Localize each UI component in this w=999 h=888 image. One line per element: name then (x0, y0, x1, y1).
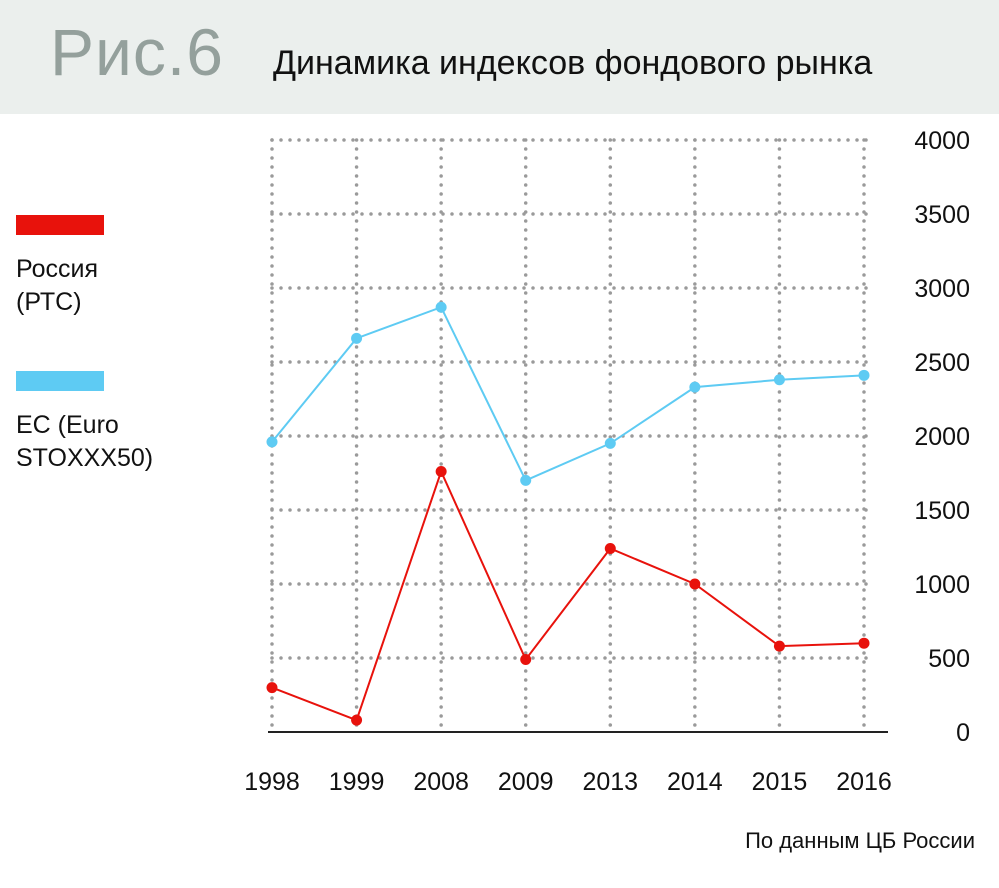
data-point (520, 653, 532, 665)
legend-label-russia: Россия (РТС) (16, 253, 153, 319)
y-tick-label: 1000 (914, 571, 970, 599)
x-tick-label: 2014 (667, 768, 723, 796)
y-tick-label: 3500 (914, 201, 970, 229)
data-point (351, 332, 363, 344)
legend-line: ЕС (Euro (16, 411, 119, 439)
y-tick-label: 1500 (914, 497, 970, 525)
y-tick-label: 2500 (914, 349, 970, 377)
y-tick-label: 0 (956, 719, 970, 747)
legend-line: (РТС) (16, 288, 82, 316)
x-tick-label: 1998 (244, 768, 300, 796)
y-tick-label: 500 (928, 645, 970, 673)
figure-label: Рис.6 (50, 15, 224, 89)
legend-swatch-eu (16, 371, 104, 391)
data-point (604, 542, 616, 554)
x-tick-label: 2015 (752, 768, 808, 796)
data-point (266, 436, 278, 448)
data-point (773, 374, 785, 386)
data-point (520, 474, 532, 486)
data-point (858, 369, 870, 381)
source-note: По данным ЦБ России (745, 828, 975, 853)
data-point (435, 466, 447, 478)
legend-line: STOXXX50) (16, 444, 154, 472)
data-point (858, 637, 870, 649)
legend-line: Россия (16, 255, 98, 283)
data-point (773, 640, 785, 652)
series-line-1 (271, 305, 865, 482)
data-point (435, 301, 447, 313)
data-point (689, 381, 701, 393)
data-point (689, 578, 701, 590)
data-point (351, 714, 363, 726)
legend-swatch-russia (16, 215, 104, 235)
x-tick-label: 2016 (836, 768, 892, 796)
x-tick-label: 2008 (413, 768, 469, 796)
x-tick-label: 2009 (498, 768, 554, 796)
data-point (266, 682, 278, 694)
series-line-0 (271, 468, 865, 722)
y-tick-label: 2000 (914, 423, 970, 451)
header-band: Рис.6 Динамика индексов фондового рынка (0, 0, 999, 114)
legend-label-eu: ЕС (Euro STOXXX50) (16, 409, 153, 475)
x-tick-label: 2013 (582, 768, 638, 796)
x-tick-label: 1999 (329, 768, 385, 796)
data-point (604, 437, 616, 449)
y-tick-label: 3000 (914, 275, 970, 303)
y-tick-label: 4000 (914, 127, 970, 155)
chart-title: Динамика индексов фондового рынка (273, 44, 873, 82)
legend: Россия (РТС) ЕС (Euro STOXXX50) (16, 215, 153, 475)
